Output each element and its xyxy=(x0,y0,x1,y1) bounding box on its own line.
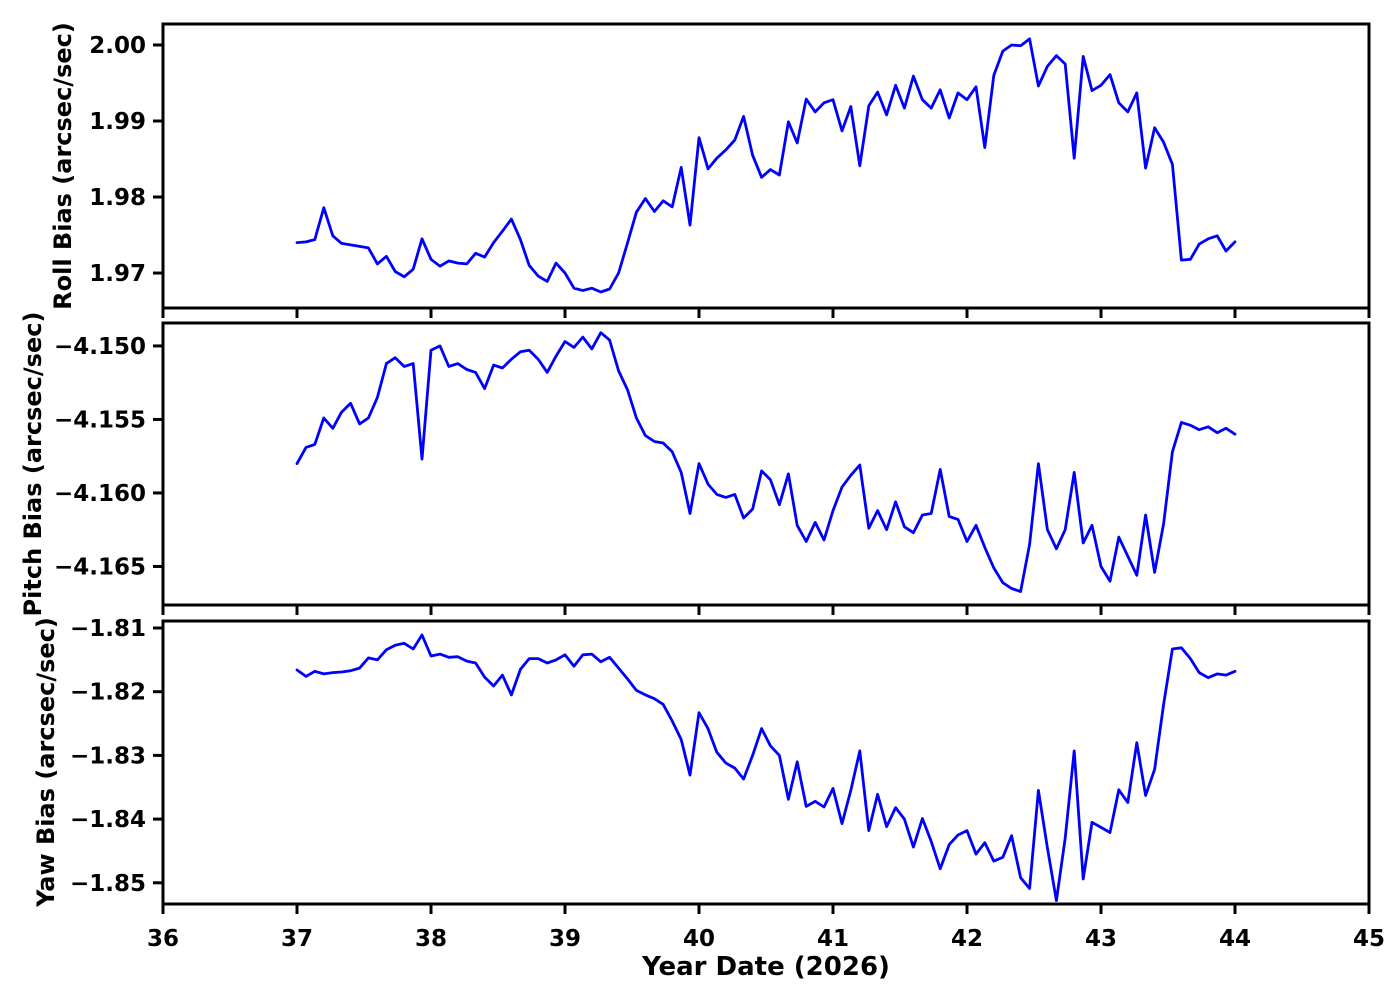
yaw-bias-y-axis-label: Yaw Bias (arcsec/sec) xyxy=(32,617,60,907)
line-pitch-bias xyxy=(295,331,1237,593)
x-tick-label: 45 xyxy=(1353,926,1385,952)
y-tick-label: −4.160 xyxy=(54,481,146,507)
y-tick-label: −1.81 xyxy=(70,616,146,642)
x-tick-label: 42 xyxy=(951,926,983,952)
y-tick-label: −4.150 xyxy=(54,334,146,360)
y-tick-label: −1.85 xyxy=(70,871,146,897)
panel-frame-pitch-bias xyxy=(161,321,1371,607)
y-tick-label: 2.00 xyxy=(89,33,146,59)
line-yaw-bias xyxy=(295,633,1237,902)
x-tick-label: 39 xyxy=(549,926,581,952)
x-tick-label: 37 xyxy=(281,926,313,952)
y-tick-label: −4.155 xyxy=(54,407,146,433)
y-tick-label: −1.83 xyxy=(70,743,146,769)
x-axis-label: Year Date (2026) xyxy=(642,952,890,982)
line-roll-bias xyxy=(295,37,1237,294)
y-tick-label: 1.98 xyxy=(89,185,146,211)
panel-frame-roll-bias xyxy=(161,22,1371,310)
x-tick-label: 38 xyxy=(415,926,447,952)
y-tick-label: −4.165 xyxy=(54,554,146,580)
panel-frame-yaw-bias xyxy=(161,619,1371,906)
x-tick-label: 43 xyxy=(1085,926,1117,952)
x-tick-label: 36 xyxy=(147,926,179,952)
y-tick-label: −1.84 xyxy=(70,807,146,833)
x-tick-label: 40 xyxy=(683,926,715,952)
x-tick-label: 41 xyxy=(817,926,849,952)
y-tick-label: 1.99 xyxy=(89,109,146,135)
y-tick-label: −1.82 xyxy=(70,680,146,706)
y-tick-label: 1.97 xyxy=(89,261,146,287)
roll-bias-y-axis-label: Roll Bias (arcsec/sec) xyxy=(49,22,77,310)
x-tick-label: 44 xyxy=(1219,926,1251,952)
